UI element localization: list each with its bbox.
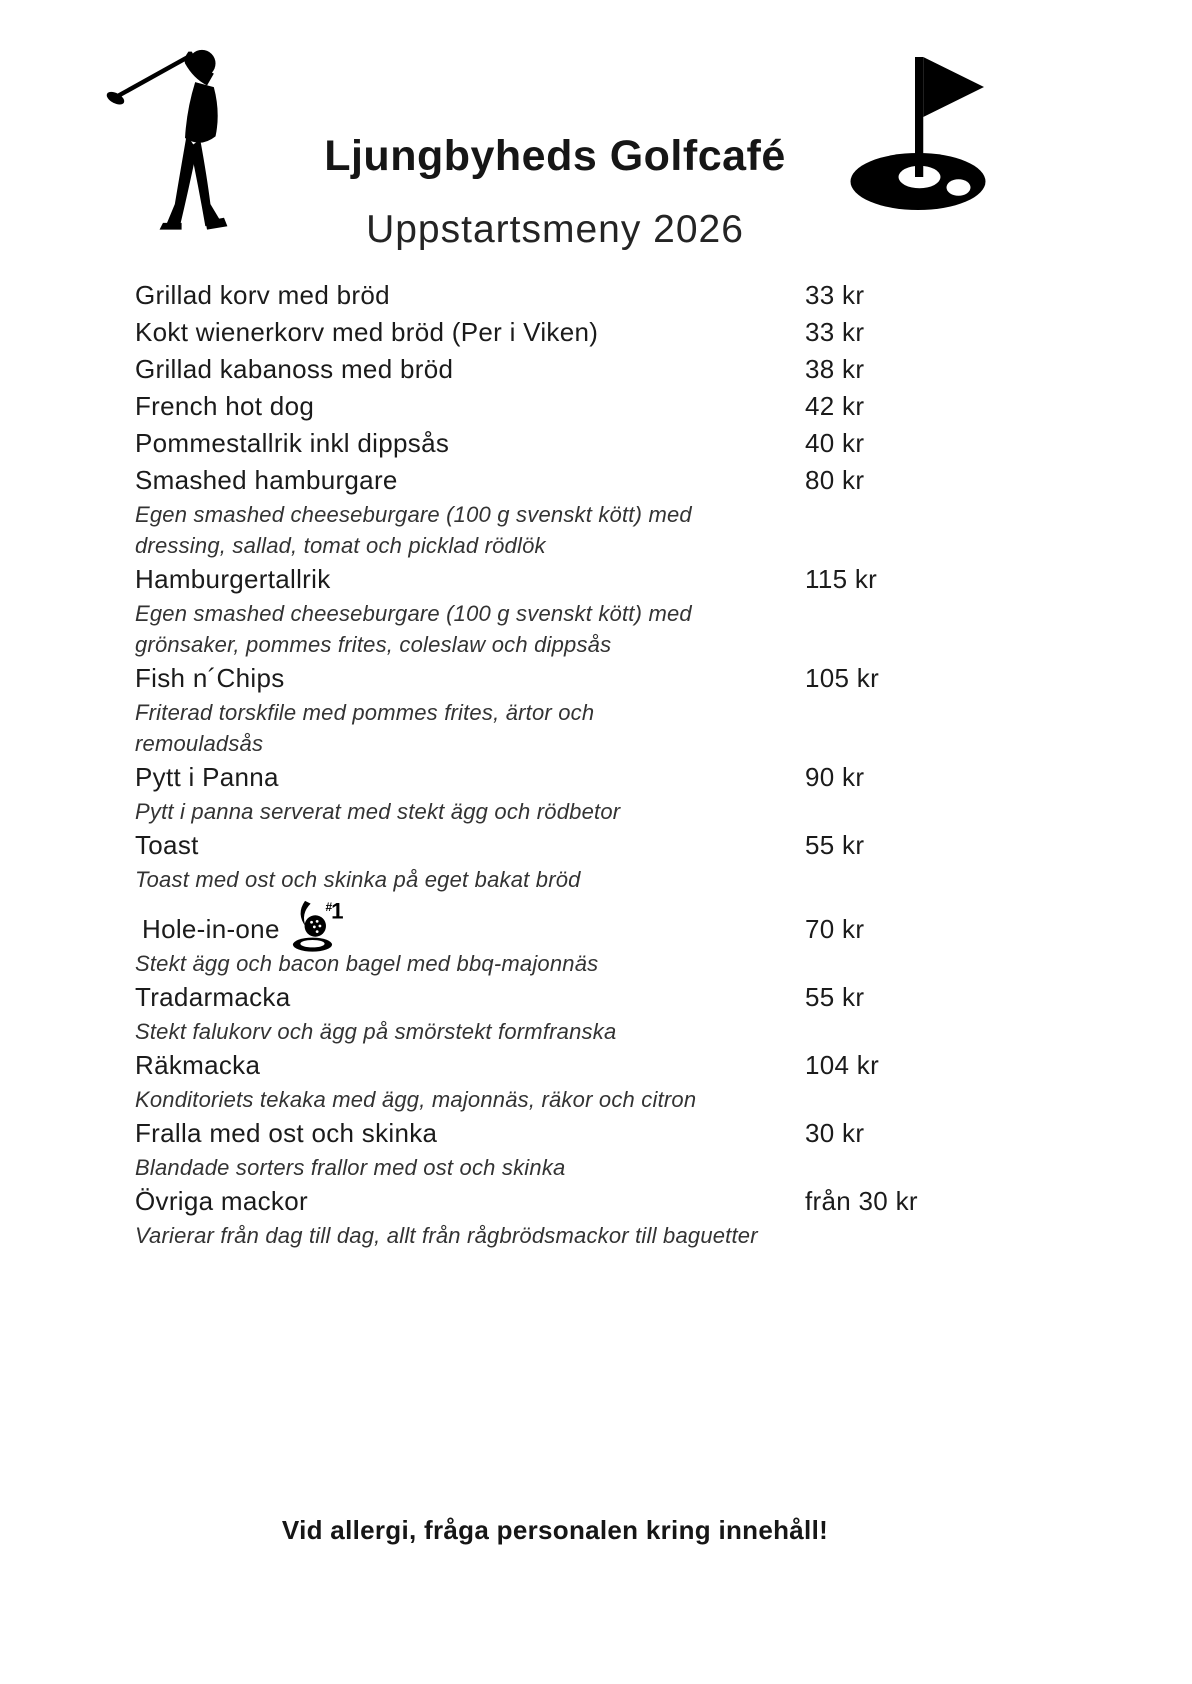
menu-item-description: Friterad torskfile med pommes frites, är…	[135, 700, 595, 756]
menu-item-name: Smashed hamburgare	[135, 465, 398, 495]
allergy-note: Vid allergi, fråga personalen kring inne…	[281, 1515, 829, 1545]
menu-item-description: Konditoriets tekaka med ägg, majonnäs, r…	[135, 1087, 697, 1112]
menu-item-description: Toast med ost och skinka på eget bakat b…	[135, 867, 581, 892]
menu-item-name: Grillad kabanoss med bröd	[135, 354, 454, 384]
menu-item-description: Egen smashed cheeseburgare (100 g svensk…	[135, 502, 692, 558]
menu-item-name: Kokt wienerkorv med bröd (Per i Viken)	[135, 317, 599, 347]
menu-item: Grillad kabanoss med bröd 38 kr	[135, 351, 1065, 388]
page-subtitle: Uppstartsmeny 2026	[366, 208, 744, 251]
menu-item-name: Pommestallrik inkl dippsås	[135, 428, 450, 458]
golf-flag-hole-icon	[850, 57, 986, 210]
svg-text:1: 1	[331, 899, 344, 924]
menu-item-price: 40 kr	[805, 428, 865, 458]
menu-item-name: Pytt i Panna	[135, 762, 279, 792]
menu-item-price: 42 kr	[805, 391, 865, 421]
menu-item-price: 55 kr	[805, 830, 865, 860]
menu-item-price: 104 kr	[805, 1050, 880, 1080]
menu-item-price: från 30 kr	[805, 1186, 918, 1216]
menu-list: Grillad korv med bröd 33 kr Kokt wienerk…	[135, 277, 1065, 1251]
menu-item-name: Hole-in-one	[142, 914, 280, 944]
menu-item-price: 105 kr	[805, 663, 880, 693]
menu-item-price: 38 kr	[805, 354, 865, 384]
menu-item: Fralla med ost och skinka 30 kr Blandade…	[135, 1115, 1065, 1183]
page-title: Ljungbyheds Golfcafé	[324, 132, 786, 180]
menu-item-price: 115 kr	[805, 564, 878, 594]
menu-item: Hamburgertallrik 115 kr Egen smashed che…	[135, 561, 1065, 660]
menu-item: Kokt wienerkorv med bröd (Per i Viken) 3…	[135, 314, 1065, 351]
menu-item-description: Pytt i panna serverat med stekt ägg och …	[135, 799, 621, 824]
menu-item-description: Egen smashed cheeseburgare (100 g svensk…	[135, 601, 692, 657]
menu-item: Övriga mackor från 30 kr Varierar från d…	[135, 1183, 1065, 1251]
svg-text:#: #	[325, 900, 332, 914]
menu-item: Smashed hamburgare 80 kr Egen smashed ch…	[135, 462, 1065, 561]
menu-item: Tradarmacka 55 kr Stekt falukorv och ägg…	[135, 979, 1065, 1047]
menu-item-price: 33 kr	[805, 280, 865, 310]
menu-item-name: Räkmacka	[135, 1050, 261, 1080]
menu-item: Grillad korv med bröd 33 kr	[135, 277, 1065, 314]
menu-item-description: Blandade sorters frallor med ost och ski…	[135, 1155, 566, 1180]
menu-item-name: Fish n´Chips	[135, 663, 285, 693]
menu-item-name: Fralla med ost och skinka	[135, 1118, 438, 1148]
hole-in-one-icon: # 1	[292, 899, 344, 952]
menu-item: Pommestallrik inkl dippsås 40 kr	[135, 425, 1065, 462]
menu-item-description: Varierar från dag till dag, allt från rå…	[135, 1223, 758, 1248]
menu-item-name: Hamburgertallrik	[135, 564, 331, 594]
menu-item-price: 30 kr	[805, 1118, 865, 1148]
menu-item-price: 70 kr	[805, 914, 865, 944]
golfer-silhouette-icon	[106, 49, 228, 230]
menu-item-price: 90 kr	[805, 762, 865, 792]
menu-item-name: Övriga mackor	[135, 1186, 308, 1216]
menu-item: French hot dog 42 kr	[135, 388, 1065, 425]
menu-item: Räkmacka 104 kr Konditoriets tekaka med …	[135, 1047, 1065, 1115]
menu-item-name: French hot dog	[135, 391, 315, 421]
menu-item: Toast 55 kr Toast med ost och skinka på …	[135, 827, 1065, 895]
menu-item-price: 33 kr	[805, 317, 865, 347]
menu-item: Hole-in-one # 1 70 kr Stekt ägg och baco…	[135, 899, 1065, 979]
menu-item-name: Toast	[135, 830, 199, 860]
menu-item-price: 55 kr	[805, 982, 865, 1012]
menu-item-name: Tradarmacka	[135, 982, 291, 1012]
menu-item-description: Stekt ägg och bacon bagel med bbq-majonn…	[135, 951, 599, 976]
menu-item: Pytt i Panna 90 kr Pytt i panna serverat…	[135, 759, 1065, 827]
menu-item-price: 80 kr	[805, 465, 865, 495]
menu-item-description: Stekt falukorv och ägg på smörstekt form…	[135, 1019, 617, 1044]
menu-item-name: Grillad korv med bröd	[135, 280, 390, 310]
menu-item: Fish n´Chips 105 kr Friterad torskfile m…	[135, 660, 1065, 759]
